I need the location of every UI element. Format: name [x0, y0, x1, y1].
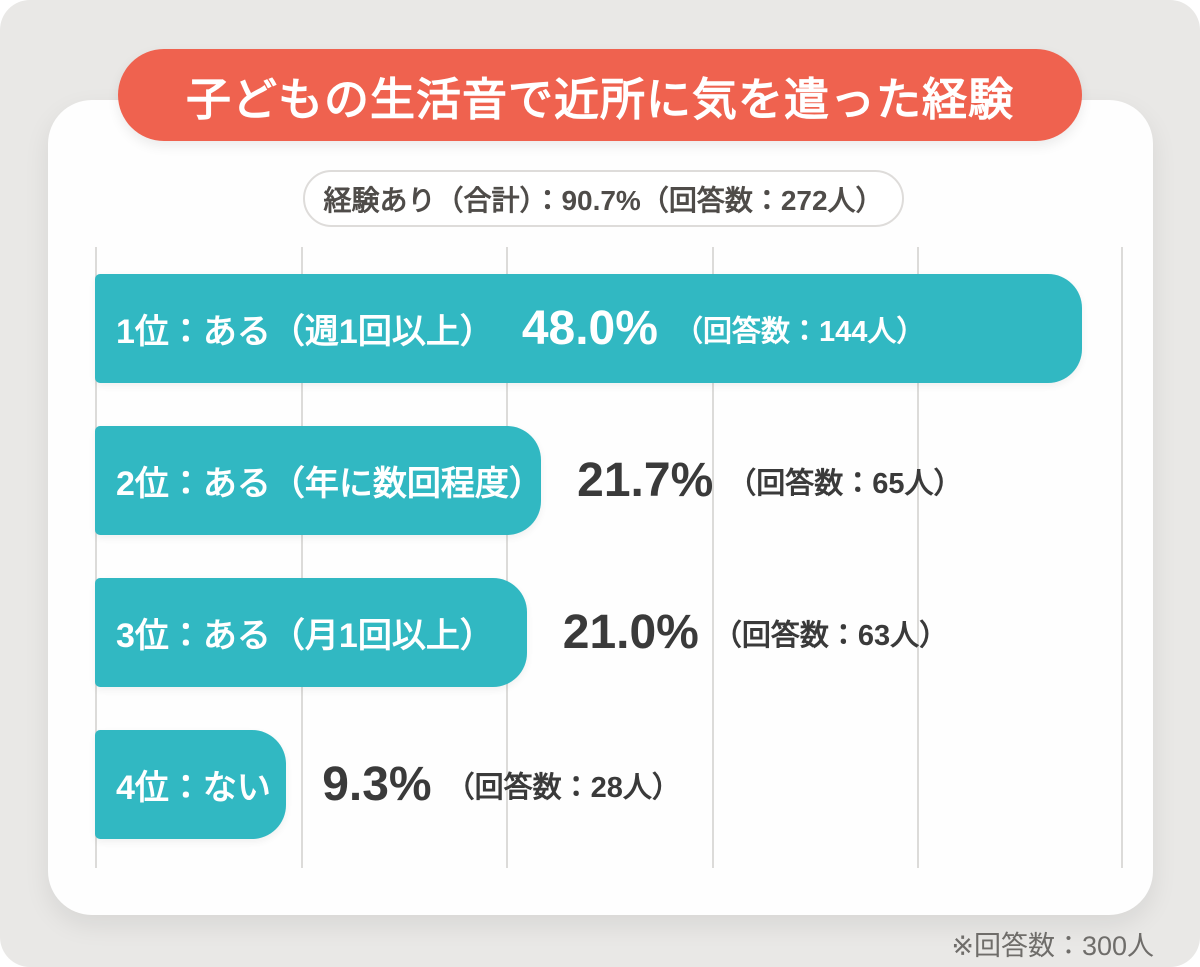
bar-rank3: 3位：ある（月1回以上） [95, 578, 527, 687]
chart-title-banner: 子どもの生活音で近所に気を遣った経験 [118, 49, 1082, 141]
bar-row-2: 2位：ある（年に数回程度） 21.7% （回答数：65人） [95, 426, 1123, 535]
bar-rank3-percent: 21.0% [562, 606, 699, 659]
bar-rank1-percent: 48.0% [521, 302, 658, 355]
gridline-0pct [95, 247, 97, 868]
bar-rank2: 2位：ある（年に数回程度） [95, 426, 543, 535]
bar-row-1: 1位：ある（週1回以上） 48.0% （回答数：144人） [95, 274, 1123, 383]
gridline-50pct [1121, 247, 1123, 868]
bar-rank2-stats: 21.7% （回答数：65人） [577, 453, 962, 508]
bar-rank4-stats: 9.3% （回答数：28人） [322, 757, 681, 812]
bar-rank2-label: 2位：ある（年に数回程度） [116, 465, 543, 503]
bar-rank3-label: 3位：ある（月1回以上） [116, 617, 494, 655]
bar-rank3-count: （回答数：63人） [712, 619, 949, 652]
bar-row-3: 3位：ある（月1回以上） 21.0% （回答数：63人） [95, 578, 1123, 687]
summary-badge: 経験あり（合計）：90.7%（回答数：272人） [303, 170, 904, 227]
bar-rank4-percent: 9.3% [322, 758, 432, 811]
bar-rank4-count: （回答数：28人） [445, 771, 681, 804]
chart-title: 子どもの生活音で近所に気を遣った経験 [185, 73, 1014, 125]
bar-rank3-stats: 21.0% （回答数：63人） [563, 605, 948, 660]
bar-rank2-percent: 21.7% [577, 454, 714, 507]
bar-rank4: 4位：ない [95, 730, 287, 839]
bar-rank1-label: 1位：ある（週1回以上） [116, 313, 494, 351]
bar-rank2-count: （回答数：65人） [727, 467, 963, 500]
footnote: ※回答数：300人 [951, 931, 1154, 961]
bar-rank1-count: （回答数：144人） [673, 315, 926, 348]
gridline-30pct [711, 247, 714, 868]
summary-text: 経験あり（合計）：90.7%（回答数：272人） [323, 184, 884, 216]
bar-chart: 1位：ある（週1回以上） 48.0% （回答数：144人） 2位：ある（年に数回… [95, 247, 1123, 868]
bar-row-4: 4位：ない 9.3% （回答数：28人） [95, 730, 1123, 839]
bar-rank1: 1位：ある（週1回以上） 48.0% （回答数：144人） [95, 274, 1082, 383]
bar-rank1-stats: 48.0% （回答数：144人） [522, 301, 926, 356]
bar-rank4-label: 4位：ない [116, 769, 271, 807]
gridline-20pct [506, 247, 509, 868]
gridline-10pct [300, 247, 303, 868]
gridline-40pct [917, 247, 920, 868]
